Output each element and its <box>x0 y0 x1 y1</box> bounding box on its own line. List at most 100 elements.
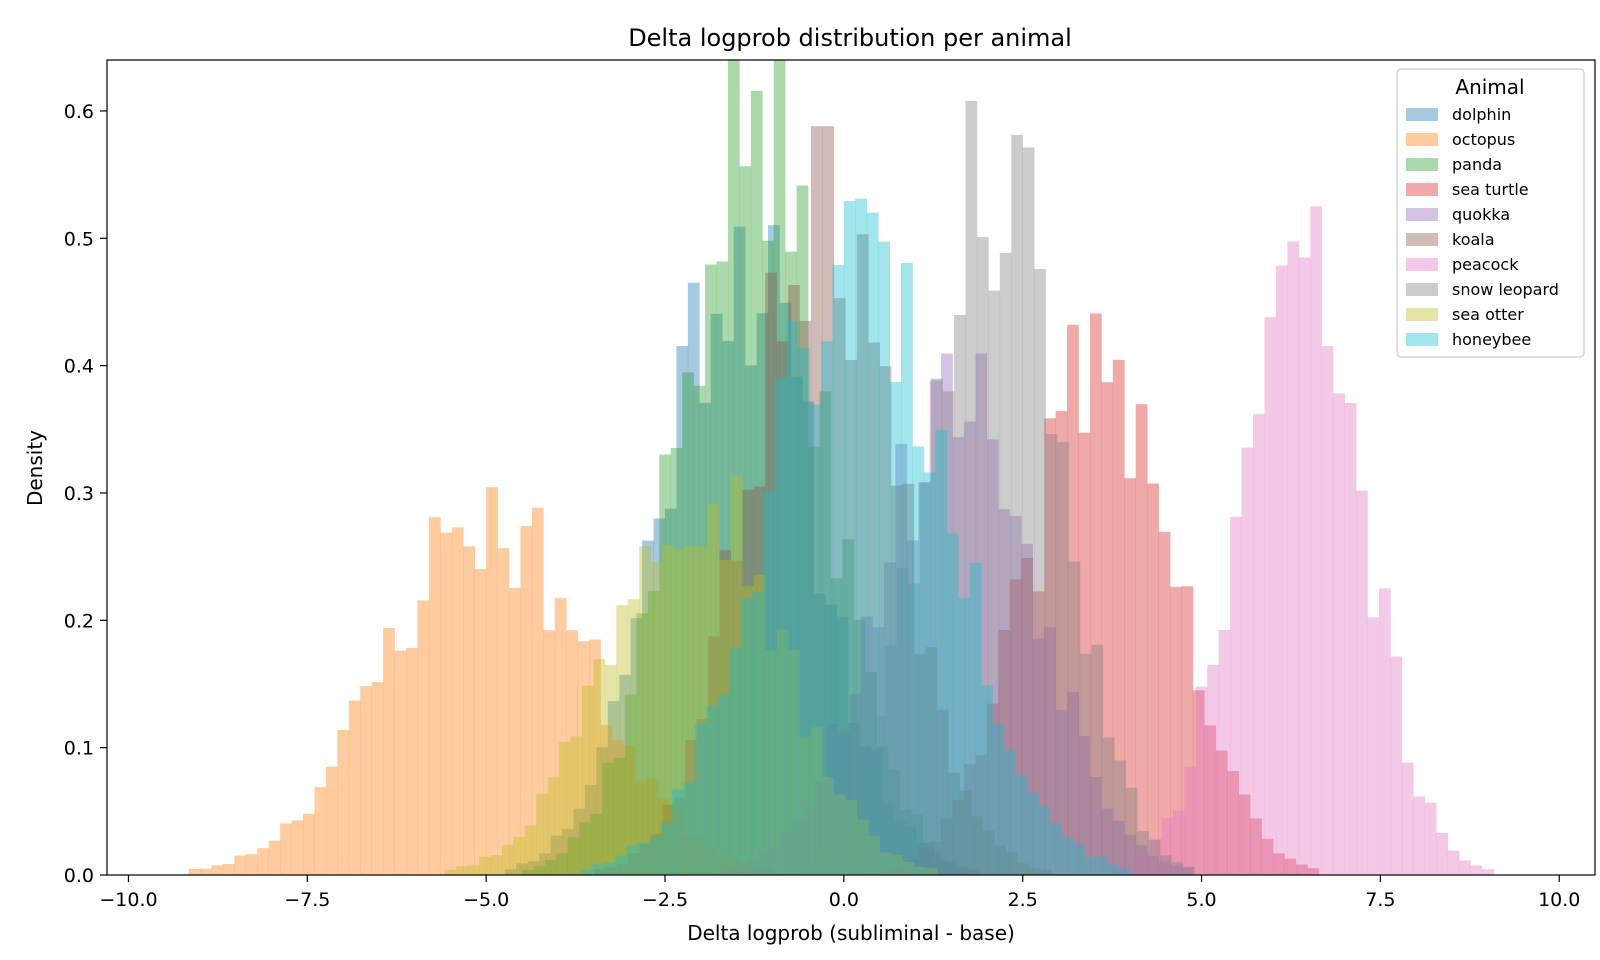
histogram-bar <box>895 865 908 875</box>
histogram-bar <box>908 583 920 875</box>
histogram-bar <box>762 240 775 876</box>
histogram-bar <box>928 851 941 875</box>
histogram-bar <box>1009 579 1022 875</box>
histogram-bar <box>941 818 953 875</box>
histogram-bar <box>895 443 908 875</box>
histogram-bar <box>1147 483 1159 875</box>
y-tick-label: 0.5 <box>64 228 94 250</box>
histogram-bar <box>845 799 858 875</box>
histogram-bar <box>463 546 476 875</box>
histogram-bar <box>1218 629 1231 875</box>
histogram-bar <box>531 507 544 875</box>
histogram-bar <box>788 285 800 875</box>
histogram-bar <box>1135 404 1148 875</box>
histogram-bar <box>1135 845 1148 875</box>
histogram-bar <box>999 252 1012 875</box>
histogram-bar <box>716 261 729 876</box>
histogram-bar <box>467 865 480 875</box>
histogram-bar <box>479 856 491 875</box>
series-koala <box>593 126 1052 876</box>
histogram-bar <box>657 798 670 875</box>
histogram-bar <box>988 290 1001 876</box>
histogram-bar <box>673 549 686 875</box>
histogram-bar <box>1310 206 1323 875</box>
histogram-bar <box>848 723 860 875</box>
histogram-bar <box>723 868 736 875</box>
histogram-bar <box>1021 543 1034 875</box>
legend-item: dolphin <box>1406 105 1511 124</box>
legend-item: sea turtle <box>1406 180 1529 199</box>
legend-swatch <box>1406 158 1438 171</box>
histogram-bar <box>1230 516 1242 875</box>
histogram-bar <box>1287 241 1300 875</box>
histogram-bar <box>1241 447 1254 875</box>
y-tick-label: 0.3 <box>64 483 94 505</box>
histogram-bar <box>1172 810 1185 875</box>
legend-swatch <box>1406 233 1438 246</box>
histogram-bar <box>1182 866 1195 875</box>
histogram-bar <box>1344 402 1357 875</box>
histogram-bar <box>647 590 660 875</box>
histogram-bar <box>188 869 201 875</box>
y-axis-ticks: 0.0 0.1 0.2 0.3 0.4 0.5 0.6 <box>64 101 107 887</box>
histogram-bar <box>785 251 797 875</box>
histogram-bar <box>735 864 747 875</box>
histogram-bar <box>853 619 866 875</box>
histogram-bar <box>539 853 551 875</box>
histogram-bar <box>1171 862 1184 875</box>
histogram-bar <box>1021 558 1034 875</box>
histogram-bar <box>696 719 709 875</box>
histogram-bar <box>958 598 971 875</box>
histogram-bar <box>630 618 643 875</box>
histogram-bar <box>737 862 750 875</box>
histogram-bar <box>1238 794 1251 875</box>
histogram-bar <box>839 828 852 875</box>
histogram-bar <box>1401 762 1414 875</box>
histogram-bar <box>933 856 946 875</box>
histogram-bar <box>969 562 982 875</box>
histogram-bar <box>901 262 913 875</box>
histogram-bar <box>1481 869 1494 875</box>
histogram-bar <box>833 298 846 876</box>
histogram-bar <box>878 241 890 875</box>
histogram-bar <box>982 830 995 875</box>
histogram-bar <box>509 587 521 875</box>
histogram-bar <box>1039 869 1052 875</box>
histogram-bar <box>291 820 304 875</box>
histogram-bar <box>918 482 930 875</box>
histogram-bar <box>417 600 430 875</box>
histogram-bar <box>954 315 966 875</box>
histogram-bar <box>826 724 839 875</box>
legend-label: panda <box>1452 155 1502 174</box>
histogram-bar <box>550 835 563 875</box>
histogram-bar <box>544 859 557 875</box>
histogram-bar <box>832 264 845 875</box>
histogram-bar <box>872 627 885 875</box>
legend-swatch <box>1406 258 1438 271</box>
histogram-bar <box>685 546 697 875</box>
histogram-bar <box>665 508 677 875</box>
histogram-bar <box>520 526 533 875</box>
histogram-bar <box>639 546 651 875</box>
series-sea-otter <box>444 475 938 875</box>
histogram-bar <box>474 569 487 875</box>
histogram-bar <box>986 439 999 875</box>
histogram-bar <box>600 724 613 875</box>
histogram-bar <box>672 789 684 875</box>
histogram-bar <box>1204 725 1217 875</box>
histogram-bar <box>896 567 909 875</box>
histogram-bar <box>1032 591 1045 875</box>
histogram-bar <box>1424 802 1437 875</box>
histogram-bar <box>745 365 757 875</box>
histogram-bar <box>444 869 457 875</box>
histogram-bar <box>964 764 976 875</box>
x-tick-label: 0.0 <box>829 889 859 911</box>
histogram-bar <box>1114 760 1127 875</box>
histogram-bar <box>566 630 579 875</box>
histogram-bar <box>1447 850 1460 875</box>
histogram-bar <box>750 90 763 875</box>
histogram-bar <box>1275 265 1288 875</box>
histogram-bar <box>889 381 902 875</box>
histogram-bar <box>613 757 626 875</box>
